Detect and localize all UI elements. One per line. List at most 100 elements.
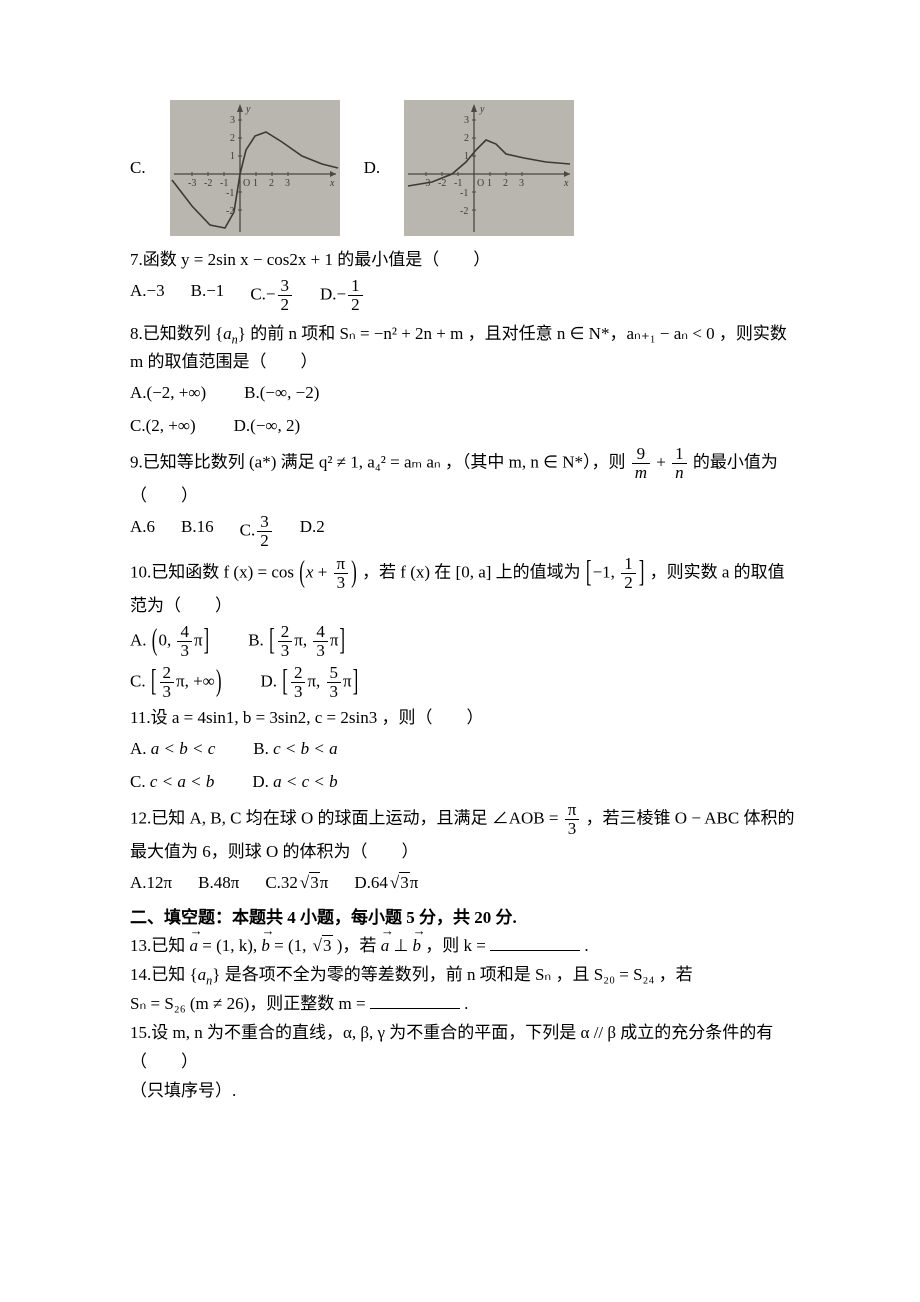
svg-text:3: 3 (285, 178, 290, 189)
svg-text:O: O (243, 178, 250, 189)
q9-options: A.6 B.16 C.32 D.2 (130, 513, 920, 550)
q12-l1b: ，若三棱锥 O − ABC 体积的 (586, 808, 795, 827)
q9-optD: D.2 (300, 513, 325, 550)
q7-optD: D.−12 (320, 277, 365, 314)
svg-text:1: 1 (230, 151, 235, 162)
q9-optA: A.6 (130, 513, 155, 550)
q10-l1c: ，则实数 a 的取值 (650, 563, 785, 582)
q8-C-val: (2, +∞) (146, 416, 196, 435)
q10-l1b: ，若 f (x) 在 [0, a] 上的值域为 (362, 563, 585, 582)
q10-options-row1: A. (0, 43π] B. [23π, 43π] (130, 623, 920, 660)
svg-text:-2: -2 (226, 206, 234, 217)
q9-line1: 9.已知等比数列 (a*) 满足 q² ≠ 1, a₄² = aₘ aₙ ，（其… (130, 445, 920, 482)
q11-A-val: a < b < c (147, 739, 216, 758)
q7-options: A.−3 B.−1 C.−32 D.−12 (130, 277, 920, 314)
q15-line2: （ ） (130, 1048, 920, 1077)
svg-text:-2: -2 (460, 206, 468, 217)
q10-optD: D. [23π, 53π] (260, 664, 359, 701)
q6-graph-d: -3-2-1 O 123 123 -1-2 xy (404, 100, 574, 236)
q6-graph-c: -3-2-1 O 123 123 -1-2 xy (170, 100, 340, 236)
q6-optD-label: D. (364, 154, 381, 183)
q12-options: A.12π B.48π C.323π D.643π (130, 869, 920, 898)
q12-optD: D.643π (354, 869, 418, 898)
q9-line2: （ ） (130, 482, 920, 511)
svg-text:2: 2 (503, 178, 508, 189)
q14-line1: 14.已知 {an} 是各项不全为零的等差数列，前 n 项和是 Sₙ ，且 S₂… (130, 961, 920, 990)
q7-optC: C.−32 (250, 277, 294, 314)
q13-a: 13.已知 (130, 936, 190, 955)
q14-l1a: 14.已知 (130, 965, 185, 984)
q12-optB: B.48π (198, 869, 239, 898)
q10-options-row2: C. [23π, +∞) D. [23π, 53π] (130, 664, 920, 701)
q10-line2: 范为（ ） (130, 592, 920, 621)
q7-optB: B.−1 (191, 277, 225, 314)
q15-line1: 15.设 m, n 为不重合的直线，α, β, γ 为不重合的平面，下列是 α … (130, 1019, 920, 1048)
q11-optA: A. a < b < c (130, 735, 215, 764)
q11-optB: B. c < b < a (253, 735, 337, 764)
q12-l1a: 12.已知 A, B, C 均在球 O 的球面上运动，且满足 ∠AOB = (130, 808, 563, 827)
svg-text:3: 3 (230, 115, 235, 126)
section2-title: 二、填空题：本题共 4 小题，每小题 5 分，共 20 分. (130, 904, 920, 933)
q9-D-val: 2 (316, 517, 325, 536)
svg-text:1: 1 (253, 178, 258, 189)
q10-l1a: 10.已知函数 f (x) = cos (130, 563, 294, 582)
q7-B-val: −1 (206, 281, 224, 300)
q13-b: = (1, k), (202, 936, 261, 955)
svg-text:1: 1 (487, 178, 492, 189)
q9-l1b: 的最小值为 (693, 452, 778, 471)
q13-blank (490, 933, 580, 952)
q14-l2b: . (464, 994, 468, 1013)
q15-line3: （只填序号）. (130, 1077, 920, 1106)
q8-line2: m 的取值范围是（ ） (130, 348, 920, 377)
q11-D-val: a < c < b (269, 772, 338, 791)
q13-d: )，若 (337, 936, 381, 955)
q8-optB: B.(−∞, −2) (244, 379, 319, 408)
q8-options-row1: A.(−2, +∞) B.(−∞, −2) (130, 379, 920, 408)
q14-line2: Sₙ = S₂₆ (m ≠ 26)，则正整数 m = . (130, 990, 920, 1019)
q9-A-val: 6 (147, 517, 156, 536)
q10-optB: B. [23π, 43π] (248, 623, 346, 660)
svg-text:3: 3 (464, 115, 469, 126)
q14-l2a: Sₙ = S₂₆ (m ≠ 26)，则正整数 m = (130, 994, 370, 1013)
q8-optC: C.(2, +∞) (130, 412, 196, 441)
q13-f: . (584, 936, 588, 955)
svg-text:-3: -3 (188, 178, 196, 189)
q10-line1: 10.已知函数 f (x) = cos (x + π3) ，若 f (x) 在 … (130, 555, 920, 592)
q7-stem: 7.函数 y = 2sin x − cos2x + 1 的最小值是（ ） (130, 246, 920, 275)
q8-optA: A.(−2, +∞) (130, 379, 206, 408)
q11-B-val: c < b < a (269, 739, 338, 758)
q8-D-val: (−∞, 2) (250, 416, 300, 435)
q11-optD: D. a < c < b (252, 768, 337, 797)
q14-l1b: 是各项不全为零的等差数列，前 n 项和是 Sₙ ，且 S₂₀ = S₂₄ ，若 (225, 965, 693, 984)
q9-l1a: 9.已知等比数列 (a*) 满足 q² ≠ 1, a₄² = aₘ aₙ ，（其… (130, 452, 630, 471)
q9-optB: B.16 (181, 513, 214, 550)
q8-A-val: (−2, +∞) (147, 383, 207, 402)
svg-text:x: x (563, 178, 569, 189)
svg-text:y: y (479, 104, 485, 115)
q6-options-row: C. -3-2-1 O 123 123 -1-2 (130, 100, 920, 236)
svg-text:2: 2 (464, 133, 469, 144)
q8-options-row2: C.(2, +∞) D.(−∞, 2) (130, 412, 920, 441)
q8-l1a: 8.已知数列 (130, 324, 211, 343)
q13-e: ，则 k = (425, 936, 490, 955)
q12-optA: A.12π (130, 869, 172, 898)
q8-line1: 8.已知数列 {an} 的前 n 项和 Sₙ = −n² + 2n + m ，且… (130, 320, 920, 349)
svg-text:2: 2 (269, 178, 274, 189)
q11-options-row2: C. c < a < b D. a < c < b (130, 768, 920, 797)
q12-optC: C.323π (265, 869, 328, 898)
q12-A-val: 12π (147, 873, 173, 892)
q14-blank (370, 990, 460, 1009)
q8-B-val: (−∞, −2) (260, 383, 320, 402)
q9-B-val: 16 (197, 517, 214, 536)
svg-text:O: O (477, 178, 484, 189)
q12-line2: 最大值为 6，则球 O 的体积为（ ） (130, 838, 920, 867)
q11-options-row1: A. a < b < c B. c < b < a (130, 735, 920, 764)
q8-l1b: 的前 n 项和 Sₙ = −n² + 2n + m ，且对任意 n ∈ N*，a… (250, 324, 787, 343)
q7-optA: A.−3 (130, 277, 165, 314)
svg-text:3: 3 (519, 178, 524, 189)
q11-optC: C. c < a < b (130, 768, 214, 797)
svg-text:-1: -1 (460, 188, 468, 199)
q12-B-val: 48π (214, 873, 240, 892)
q13: 13.已知 a = (1, k), b = (1, 3 )，若 a ⊥ b ，则… (130, 932, 920, 961)
q6-optC-label: C. (130, 154, 146, 183)
